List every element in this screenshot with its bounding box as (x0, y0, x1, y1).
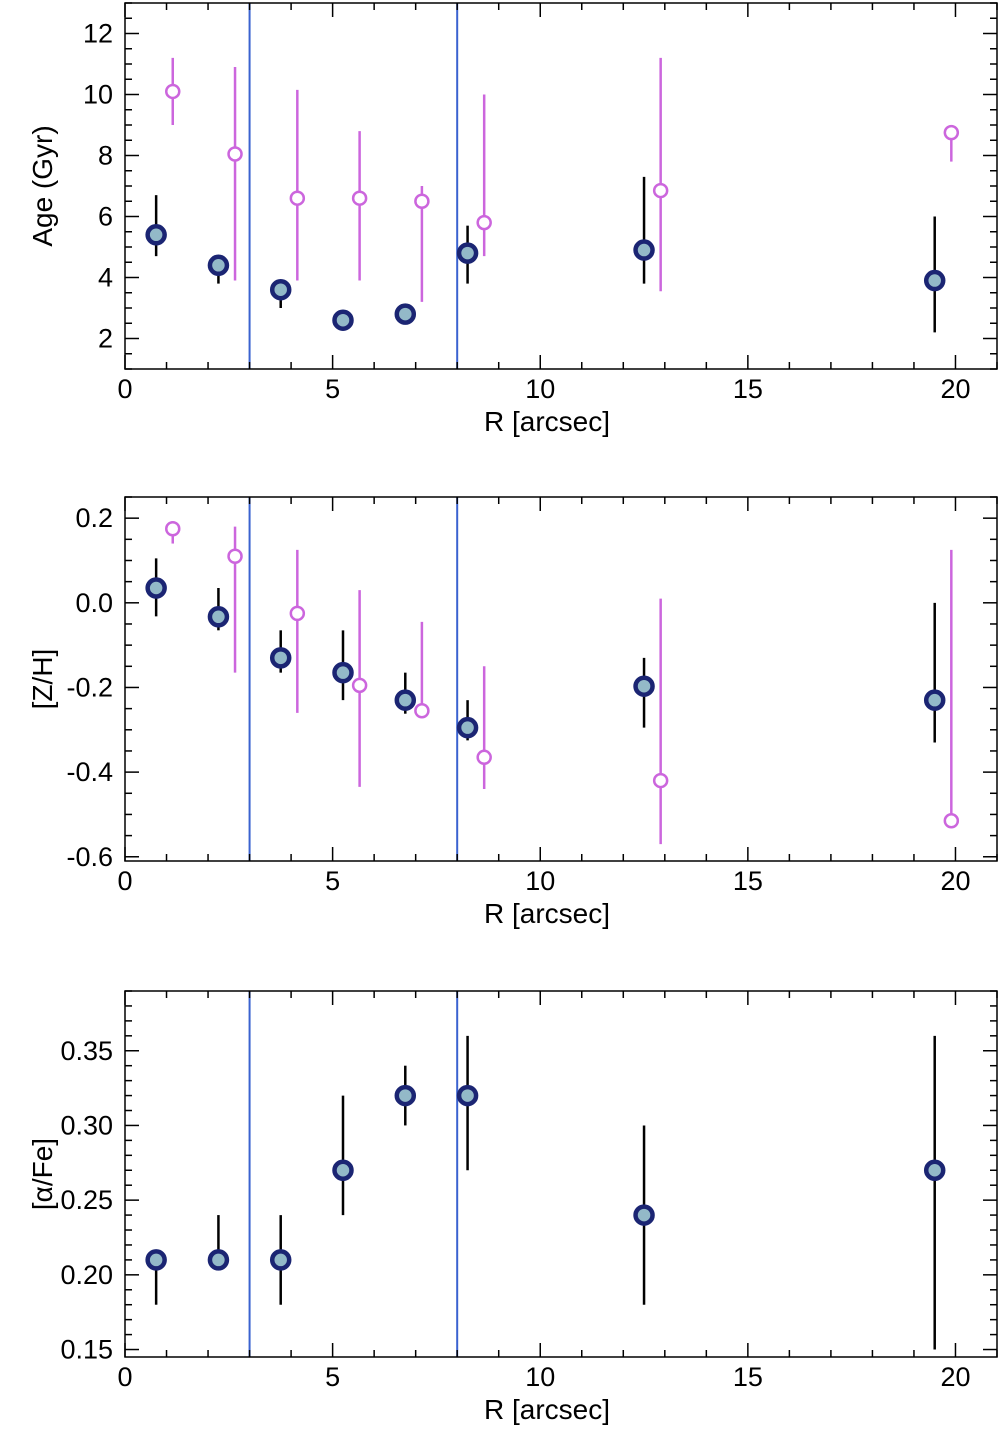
y-tick-label: 0.15 (60, 1335, 113, 1365)
plot-frame (124, 2, 998, 370)
data-point (269, 1249, 292, 1271)
series-filled (145, 176, 946, 333)
data-point (456, 716, 479, 739)
data-point-open (476, 214, 492, 231)
y-tick-label: 0.0 (75, 588, 113, 618)
data-point (394, 1084, 417, 1107)
y-tick-label: 10 (83, 80, 113, 110)
data-point (394, 303, 417, 325)
x-tick-label: 5 (325, 866, 340, 896)
data-point (145, 1249, 167, 1271)
data-point (269, 278, 292, 301)
series-open (165, 520, 960, 845)
y-tick-label: 0.25 (60, 1185, 113, 1215)
data-point (923, 269, 946, 292)
data-point (332, 661, 354, 684)
panel-age: 0 5 10 15 20 2 4 6 8 10 12 R [arcsec] Age (Gyr) (27, 2, 998, 437)
x-tick-label: 10 (525, 374, 555, 404)
data-point-open (289, 605, 306, 622)
y-axis-label: Age (Gyr) (27, 125, 58, 246)
data-point-open (476, 749, 492, 766)
data-point-open (414, 702, 430, 719)
data-point (456, 242, 479, 264)
y-tick-label: 0.35 (60, 1036, 113, 1066)
x-tick-label: 15 (733, 374, 763, 404)
x-tick-label: 5 (325, 1362, 340, 1392)
data-point-open (227, 146, 243, 162)
series-filled (145, 558, 946, 743)
x-tick-label: 20 (940, 1362, 970, 1392)
x-axis-label: R [arcsec] (484, 898, 610, 929)
data-point (923, 689, 946, 711)
panel-afe: 0 5 10 15 20 0.15 0.20 0.25 0.30 0.35 R [arcsec] [α… (27, 990, 998, 1425)
y-axis-label: [Z/H] (27, 649, 58, 710)
y-tick-label: 4 (98, 263, 113, 293)
data-point (923, 1159, 946, 1182)
data-point-open (414, 193, 430, 209)
data-point (633, 239, 655, 261)
data-point-open (289, 190, 306, 206)
data-point-open (943, 813, 960, 829)
y-tick-label: 0.30 (60, 1110, 113, 1140)
x-tick-label: 20 (940, 374, 970, 404)
data-point (633, 1204, 655, 1226)
data-point (145, 224, 167, 246)
series-open (165, 57, 960, 302)
data-point (456, 1084, 479, 1107)
data-point (332, 1159, 354, 1182)
data-point-open (227, 548, 243, 565)
data-point (633, 675, 655, 697)
x-axis-label: R [arcsec] (484, 406, 610, 437)
data-point (332, 309, 354, 331)
data-point (207, 606, 230, 628)
data-point (207, 254, 230, 277)
y-tick-label: 6 (98, 202, 113, 232)
data-point-open (652, 772, 669, 789)
data-point-open (351, 677, 368, 694)
data-point (394, 689, 417, 711)
plot-frame (124, 496, 998, 862)
plot-frame (124, 990, 998, 1358)
data-point-open (165, 83, 181, 100)
panel-zh: 0 5 10 15 20 -0.6 -0.4 -0.2 0.0 0.2 R [arcsec] [Z/H… (27, 496, 998, 929)
x-tick-label: 20 (940, 866, 970, 896)
x-tick-label: 15 (733, 1362, 763, 1392)
series-filled (145, 1035, 946, 1350)
y-tick-label: 12 (83, 19, 113, 49)
data-point-open (165, 520, 181, 537)
y-tick-label: 2 (98, 324, 113, 354)
x-tick-label: 10 (525, 1362, 555, 1392)
data-point (207, 1249, 230, 1271)
data-point (145, 577, 167, 599)
x-axis-label: R [arcsec] (484, 1394, 610, 1425)
y-tick-label: -0.6 (66, 842, 113, 872)
y-tick-label: -0.2 (66, 672, 113, 702)
x-tick-label: 15 (733, 866, 763, 896)
y-tick-label: 0.2 (75, 503, 113, 533)
x-tick-label: 0 (117, 1362, 132, 1392)
y-tick-label: 0.20 (60, 1260, 113, 1290)
data-point (269, 647, 292, 669)
data-point-open (652, 182, 669, 199)
y-tick-label: 8 (98, 141, 113, 171)
x-tick-label: 0 (117, 374, 132, 404)
data-point-open (943, 124, 960, 141)
y-tick-label: -0.4 (66, 757, 113, 787)
x-tick-label: 0 (117, 866, 132, 896)
x-tick-label: 5 (325, 374, 340, 404)
y-axis-label: [α/Fe] (27, 1138, 58, 1210)
x-tick-label: 10 (525, 866, 555, 896)
data-point-open (351, 190, 368, 206)
